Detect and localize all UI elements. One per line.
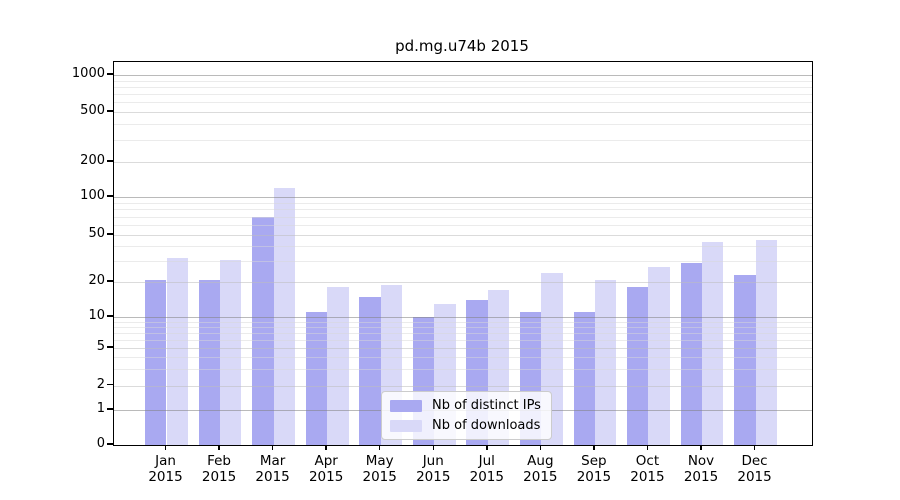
x-tick-mark — [753, 445, 756, 450]
y-tick-label: 0 — [96, 436, 105, 451]
bar-oct-downloads — [648, 266, 670, 445]
x-tick-mark — [646, 445, 649, 450]
x-tick-label: Feb 2015 — [201, 453, 237, 485]
x-tick-label: Dec 2015 — [737, 453, 772, 485]
legend-item: Nb of downloads — [390, 418, 541, 433]
bar-sep-downloads — [594, 279, 617, 445]
y-tick-label: 200 — [80, 153, 105, 168]
bar-feb-downloads — [220, 259, 242, 445]
y-tick-label: 2 — [96, 376, 105, 392]
bar-feb-distinct-ips — [198, 279, 221, 445]
bar-oct-distinct-ips — [627, 287, 649, 445]
y-tick-mark — [107, 73, 113, 75]
bar-mar-downloads — [273, 187, 295, 445]
x-tick-label: Mar 2015 — [255, 453, 290, 485]
y-tick-label: 1 — [96, 401, 105, 416]
bar-may-distinct-ips — [359, 296, 381, 445]
x-tick-mark — [325, 445, 327, 450]
x-tick-label: Jul 2015 — [469, 453, 504, 485]
x-tick-label: Sep 2015 — [576, 453, 612, 485]
bar-nov-downloads — [702, 241, 724, 445]
bar-apr-distinct-ips — [305, 312, 328, 445]
x-tick-label: May 2015 — [362, 453, 397, 485]
bar-jan-downloads — [166, 257, 188, 445]
legend-label: Nb of distinct IPs — [432, 398, 541, 413]
legend: Nb of distinct IPs Nb of downloads — [381, 391, 552, 440]
x-tick-mark — [378, 445, 381, 450]
y-tick-label: 10 — [88, 308, 105, 323]
legend-swatch — [390, 399, 422, 412]
x-tick-label: Jan 2015 — [148, 453, 183, 485]
x-tick-label: Nov 2015 — [683, 453, 719, 485]
x-tick-mark — [486, 445, 488, 450]
x-tick-mark — [271, 445, 274, 450]
bar-apr-downloads — [327, 287, 349, 445]
x-tick-label: Aug 2015 — [523, 453, 558, 485]
y-tick-label: 1000 — [71, 66, 105, 81]
bar-jan-distinct-ips — [145, 279, 167, 445]
bar-sep-distinct-ips — [573, 312, 595, 445]
y-tick-mark — [107, 110, 113, 112]
y-tick-mark — [107, 443, 113, 445]
x-tick-label: Jun 2015 — [416, 453, 451, 485]
x-tick-mark — [218, 445, 220, 450]
bars-layer — [114, 62, 812, 445]
y-tick-label: 100 — [80, 188, 105, 203]
bar-nov-distinct-ips — [680, 262, 702, 445]
x-tick-label: Oct 2015 — [630, 453, 665, 485]
y-tick-mark — [107, 408, 113, 410]
x-tick-mark — [700, 445, 702, 450]
x-tick-mark — [539, 445, 542, 450]
y-tick-mark — [107, 233, 113, 235]
x-tick-mark — [593, 445, 595, 450]
bar-dec-distinct-ips — [734, 274, 756, 445]
bar-mar-distinct-ips — [252, 216, 274, 445]
y-tick-label: 500 — [80, 103, 105, 118]
x-tick-mark — [432, 445, 434, 450]
x-tick-mark — [164, 445, 167, 450]
x-tick-label: Apr 2015 — [308, 453, 344, 485]
legend-item: Nb of distinct IPs — [390, 398, 541, 413]
y-tick-mark — [107, 383, 113, 386]
bar-dec-downloads — [755, 240, 777, 445]
legend-swatch — [390, 419, 422, 432]
y-tick-label: 20 — [88, 273, 105, 288]
y-tick-label: 50 — [88, 226, 105, 241]
chart-title: pd.mg.u74b 2015 — [395, 37, 529, 55]
y-tick-mark — [107, 160, 113, 162]
y-tick-mark — [107, 195, 113, 197]
y-tick-label: 5 — [96, 339, 105, 354]
y-tick-mark — [107, 346, 113, 348]
plot-area: Nb of distinct IPs Nb of downloads — [113, 61, 813, 446]
y-tick-mark — [107, 315, 113, 317]
legend-label: Nb of downloads — [432, 418, 541, 433]
y-tick-mark — [107, 280, 113, 282]
